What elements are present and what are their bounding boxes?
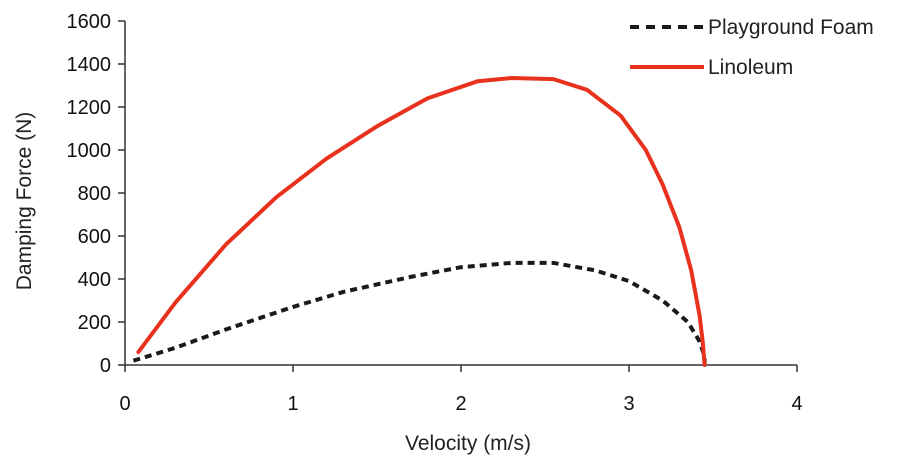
series xyxy=(132,76,707,367)
y-tick-label: 800 xyxy=(78,183,111,205)
y-tick-label: 0 xyxy=(100,355,111,377)
y-tick-label: 1200 xyxy=(67,97,112,119)
y-tick-label: 1000 xyxy=(67,140,112,162)
y-tick-label: 600 xyxy=(78,226,111,248)
x-tick-label: 3 xyxy=(623,393,634,415)
tick-labels: 0 200 400 600 800 1000 1200 1400 1600 0 1 2 3 4 xyxy=(67,11,803,415)
series-line-playground-foam xyxy=(132,260,707,365)
legend: Playground Foam Linoleum xyxy=(630,16,874,79)
y-tick-label: 200 xyxy=(78,312,111,334)
tick-marks xyxy=(118,20,798,372)
x-tick-label: 4 xyxy=(791,393,802,415)
x-axis-title: Velocity (m/s) xyxy=(405,432,531,455)
y-tick-label: 400 xyxy=(78,269,111,291)
axes xyxy=(124,21,797,366)
series-line-linoleum xyxy=(136,76,707,367)
legend-label-playground-foam: Playground Foam xyxy=(708,16,874,39)
x-tick-label: 2 xyxy=(455,393,466,415)
x-tick-label: 0 xyxy=(119,393,130,415)
y-axis-title: Damping Force (N) xyxy=(13,112,36,291)
legend-label-linoleum: Linoleum xyxy=(708,56,793,79)
y-tick-label: 1600 xyxy=(67,11,112,33)
x-tick-label: 1 xyxy=(287,393,298,415)
y-tick-label: 1400 xyxy=(67,54,112,76)
